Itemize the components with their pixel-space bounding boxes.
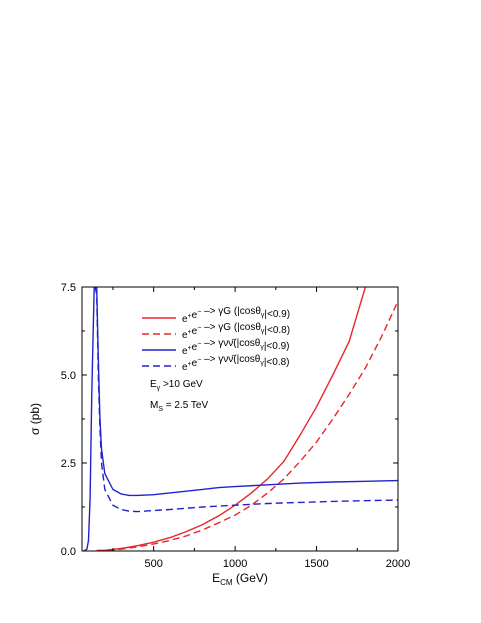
annotations: Eγ >10 GeV MS = 2.5 TeV: [150, 379, 208, 413]
legend-label: e+e− –> γνν̄(|cosθγ|<0.8): [182, 354, 290, 373]
y-tick-label: 7.5: [61, 282, 76, 294]
y-tick-label: 5.0: [61, 370, 76, 382]
x-tick-label: 500: [144, 558, 162, 570]
annotation-text: MS = 2.5 TeV: [150, 400, 208, 413]
y-tick-label: 0.0: [61, 546, 76, 558]
legend-label: e+e− –> γνν̄(|cosθγ|<0.9): [182, 338, 290, 357]
series-line-3: [83, 287, 398, 551]
y-axis-label: σ (pb): [28, 403, 42, 435]
x-axis-label: ECM (GeV): [212, 571, 268, 587]
x-tick-label: 2000: [386, 558, 410, 570]
annotation-text: Eγ >10 GeV: [150, 379, 203, 392]
legend-label: e+e− –> γG (|cosθγ|<0.8): [182, 322, 290, 341]
axis-ticks: 500 1000 1500 2000 0.0 2.5 5.0 7.5: [61, 282, 411, 570]
series-line-4: [94, 287, 398, 513]
x-tick-label: 1000: [223, 558, 247, 570]
series-line-1: [96, 287, 367, 551]
x-tick-label: 1500: [304, 558, 328, 570]
y-tick-label: 2.5: [61, 458, 76, 470]
legend: e+e− –> γG (|cosθγ|<0.9)e+e− –> γG (|cos…: [142, 306, 290, 373]
plot-area: [83, 287, 398, 551]
legend-label: e+e− –> γG (|cosθγ|<0.9): [182, 306, 290, 325]
